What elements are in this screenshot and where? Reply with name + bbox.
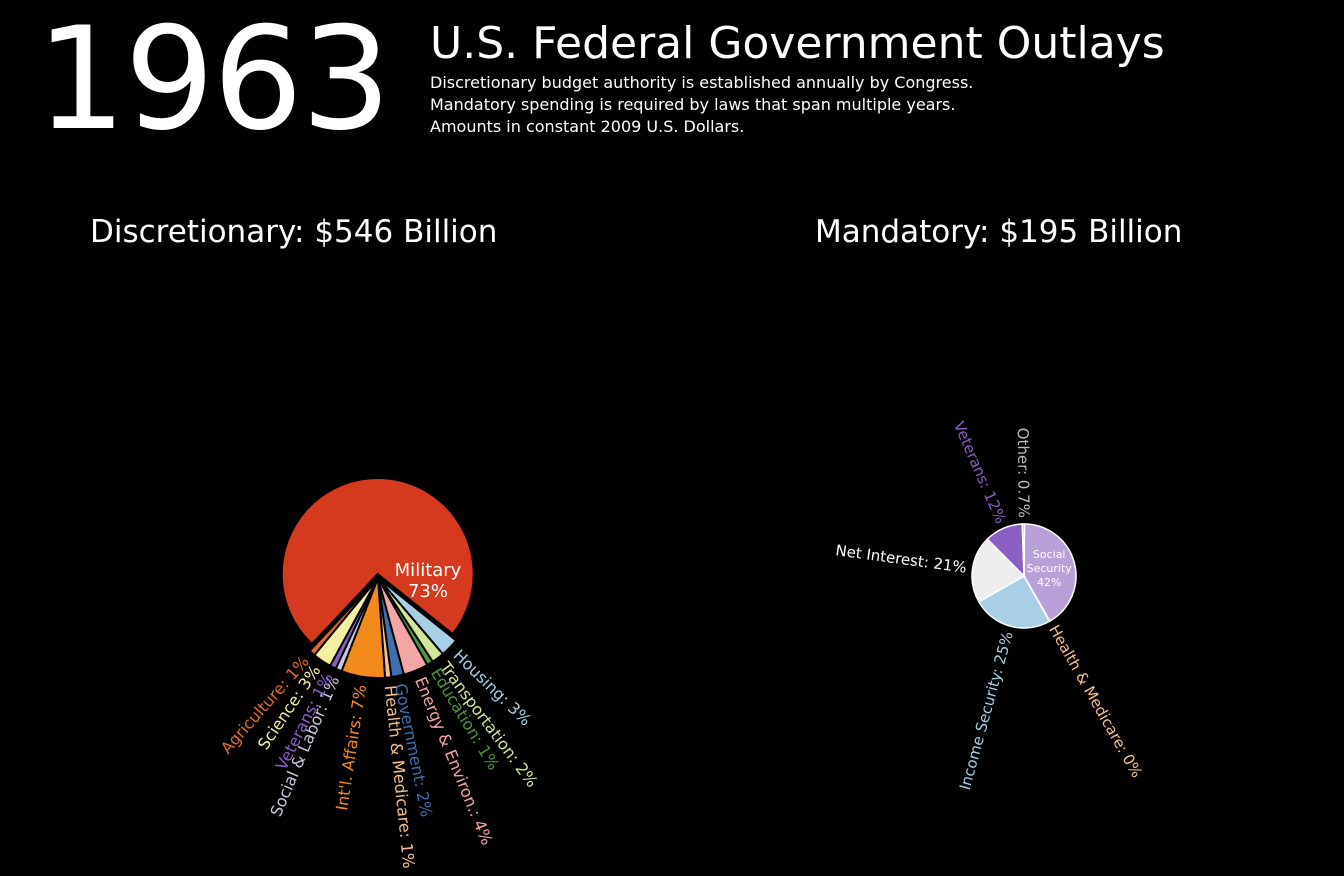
slice-military <box>280 477 475 646</box>
slice-income-security <box>977 574 1051 629</box>
discretionary-heading: Discretionary: $546 Billion <box>90 214 498 250</box>
slice-label-income-security: Income Security: 25% <box>956 629 1017 792</box>
slice-label-health-and-medicare: Health & Medicare: 0% <box>1045 622 1146 781</box>
slice-label-social-security: Social <box>1033 548 1066 561</box>
slice-label-veterans: Veterans: 12% <box>950 419 1010 526</box>
slice-label-military: Military <box>395 560 462 581</box>
year-label: 1963 <box>36 0 391 162</box>
slice-other <box>1021 523 1026 577</box>
slice-agriculture <box>308 577 379 657</box>
subtitle: Discretionary budget authority is establ… <box>430 72 973 138</box>
slice-label-social-security: Security <box>1027 562 1073 575</box>
slice-label-int-l-affairs: Int'l. Affairs: 7% <box>332 683 370 812</box>
slice-label-other: Other: 0.7% <box>1014 428 1033 518</box>
slice-label-net-interest: Net Interest: 21% <box>834 541 967 576</box>
slice-social-security <box>1023 523 1077 623</box>
subtitle-line: Discretionary budget authority is establ… <box>430 73 974 92</box>
page-title: U.S. Federal Government Outlays <box>430 18 1165 69</box>
slice-label-military: 73% <box>408 581 448 602</box>
subtitle-line: Mandatory spending is required by laws t… <box>430 95 956 114</box>
slice-label-social-security: 42% <box>1037 576 1061 589</box>
slice-net-interest <box>971 538 1026 603</box>
subtitle-line: Amounts in constant 2009 U.S. Dollars. <box>430 117 745 136</box>
mandatory-heading: Mandatory: $195 Billion <box>815 214 1183 250</box>
